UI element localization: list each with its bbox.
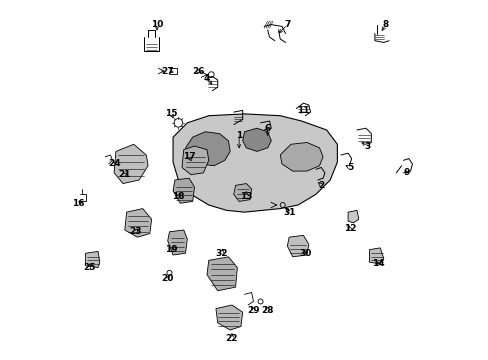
Text: 1: 1 (236, 131, 242, 140)
Text: 9: 9 (403, 168, 409, 177)
Polygon shape (114, 144, 148, 184)
Text: 7: 7 (284, 20, 290, 29)
Text: 10: 10 (150, 20, 163, 29)
Text: 26: 26 (191, 67, 204, 76)
Text: 19: 19 (164, 245, 177, 254)
Text: 21: 21 (118, 170, 131, 179)
Polygon shape (287, 235, 308, 257)
Text: 12: 12 (343, 224, 355, 233)
Polygon shape (167, 230, 187, 255)
Text: 24: 24 (107, 159, 120, 168)
Text: 30: 30 (299, 249, 311, 258)
Text: 4: 4 (203, 74, 210, 83)
Polygon shape (182, 146, 208, 175)
Polygon shape (280, 143, 323, 171)
Text: 14: 14 (371, 260, 384, 269)
Polygon shape (173, 114, 337, 212)
Text: 31: 31 (283, 208, 295, 217)
Text: 27: 27 (161, 67, 174, 76)
Polygon shape (242, 128, 271, 152)
Text: 5: 5 (346, 163, 352, 172)
Text: 29: 29 (246, 306, 259, 315)
Polygon shape (369, 248, 383, 264)
Polygon shape (233, 184, 251, 202)
Polygon shape (216, 305, 242, 330)
Polygon shape (124, 208, 151, 237)
Polygon shape (185, 132, 230, 166)
Text: 2: 2 (318, 181, 324, 190)
Text: 11: 11 (297, 106, 309, 115)
Text: 32: 32 (215, 249, 227, 258)
Text: 15: 15 (164, 109, 177, 118)
Polygon shape (347, 210, 358, 223)
Text: 17: 17 (183, 152, 195, 161)
Polygon shape (85, 251, 100, 267)
Text: 23: 23 (129, 227, 142, 236)
Polygon shape (206, 257, 237, 291)
Text: 18: 18 (172, 192, 184, 201)
Text: 25: 25 (82, 263, 95, 272)
Text: 6: 6 (264, 124, 270, 133)
Text: 22: 22 (225, 334, 238, 343)
Text: 13: 13 (240, 192, 252, 201)
Text: 20: 20 (161, 274, 174, 283)
Text: 28: 28 (261, 306, 273, 315)
Text: 3: 3 (364, 141, 370, 150)
Polygon shape (173, 178, 194, 203)
Text: 8: 8 (382, 20, 388, 29)
Text: 16: 16 (72, 199, 84, 208)
